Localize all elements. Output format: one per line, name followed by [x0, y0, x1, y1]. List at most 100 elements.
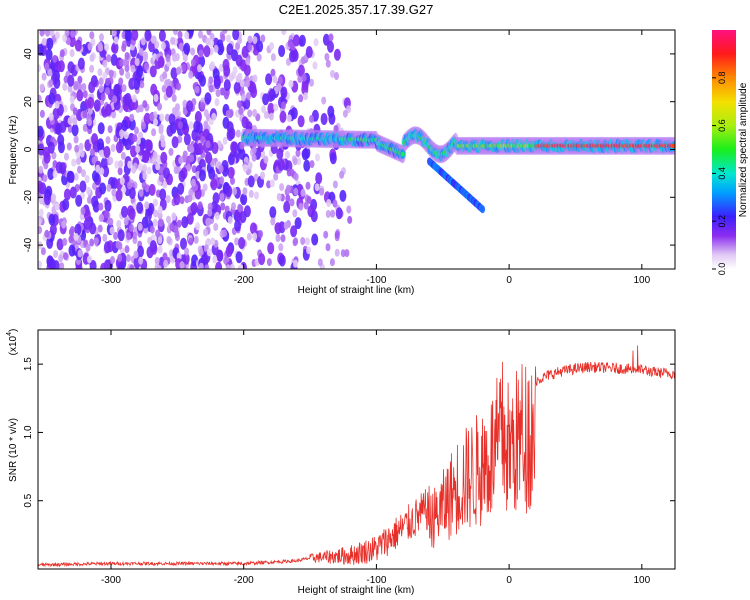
- spectrogram-cell: [206, 217, 212, 226]
- spectrogram-cell: [233, 81, 241, 94]
- spectrogram-cell: [158, 30, 166, 42]
- spectrogram-cell: [252, 232, 258, 241]
- spectrogram-cell: [97, 68, 103, 77]
- spectrogram-cell: [182, 252, 190, 265]
- snr-y-tick-label: 1.0: [23, 425, 34, 439]
- spectrogram-cell: [246, 232, 252, 241]
- spectrogram-cell: [311, 233, 319, 246]
- spectrogram-cell: [198, 248, 204, 257]
- spectrogram-cell: [77, 249, 83, 258]
- spectrogram-cell: [73, 172, 79, 181]
- spectrogram-x-tick-label: -300: [101, 275, 121, 286]
- spectrogram-cell: [103, 241, 111, 254]
- spectrogram-cell: [98, 77, 104, 86]
- spectrogram-cell: [157, 205, 163, 214]
- colorbar-ticks: 0.0 0.2 0.4 0.6 0.8: [712, 72, 727, 275]
- spectrogram-cell: [330, 69, 335, 78]
- spectrogram-cell: [306, 246, 312, 255]
- spectrogram-cell: [82, 90, 88, 99]
- spectrogram-cell: [180, 237, 187, 250]
- spectrogram-cell: [84, 175, 90, 183]
- spectrogram-cell: [213, 77, 221, 90]
- spectrogram-cell: [134, 58, 140, 66]
- spectrogram-cell: [102, 233, 108, 242]
- spectrogram-cell: [110, 256, 115, 264]
- spectrogram-cell: [160, 139, 166, 148]
- spectrogram-cell: [339, 170, 345, 179]
- spectrogram-cell: [143, 112, 151, 125]
- spectrogram-cell: [283, 201, 291, 213]
- spectrogram-cell: [97, 224, 103, 233]
- spectrogram-cell: [54, 202, 60, 211]
- spectrogram-cell: [245, 57, 251, 66]
- spectrogram-cell: [177, 121, 183, 129]
- spectrogram-cell: [157, 245, 163, 254]
- spectrogram-cell: [89, 222, 97, 235]
- spectrogram-cell: [194, 85, 200, 94]
- spectrogram-cell: [342, 109, 348, 118]
- spectrogram-cell: [74, 39, 82, 52]
- spectrogram-cell: [267, 242, 275, 255]
- spectrogram-cell: [197, 64, 202, 73]
- spectrogram-cell: [91, 195, 99, 208]
- spectrogram-cell: [42, 174, 48, 183]
- spectrogram-cell: [79, 180, 87, 193]
- spectrogram-cell: [203, 45, 211, 58]
- spectrogram-cell: [183, 42, 191, 55]
- spectrogram-cell: [229, 263, 235, 269]
- spectrogram-cell: [203, 120, 209, 129]
- spectrogram-cell: [122, 58, 128, 67]
- spectrogram-cell: [155, 229, 161, 238]
- spectrogram-cell: [165, 85, 173, 98]
- spectrogram-cell: [178, 156, 184, 165]
- spectrogram-cell: [237, 203, 243, 212]
- spectrogram-cell: [309, 114, 314, 123]
- spectrogram-cell: [332, 199, 338, 208]
- spectrogram-cell: [334, 248, 340, 257]
- spectrogram-cell: [291, 49, 299, 62]
- spectrogram-cell: [125, 254, 131, 263]
- spectrogram-cell: [120, 151, 126, 160]
- spectrogram-cell: [86, 186, 92, 195]
- spectrogram-cell: [87, 42, 93, 51]
- spectrogram-cell: [147, 202, 155, 215]
- spectrogram-cell: [225, 185, 233, 198]
- spectrogram-cell: [237, 36, 243, 45]
- spectrogram-cell: [179, 261, 185, 269]
- spectrogram-cell: [144, 139, 152, 152]
- spectrogram-cell: [323, 230, 329, 239]
- spectrogram-cell: [210, 178, 218, 191]
- spectrogram-cell: [38, 165, 44, 174]
- spectrogram-cell: [232, 187, 237, 196]
- spectrogram-cell: [106, 54, 112, 63]
- spectrogram-cell: [72, 117, 78, 126]
- snr-y-label: SNR (10 * v/v): [8, 418, 19, 482]
- spectrogram-x-label: Height of straight line (km): [298, 285, 415, 296]
- spectrogram-cell: [222, 136, 228, 145]
- spectrogram-cell: [118, 77, 124, 86]
- spectrogram-cell: [121, 119, 129, 132]
- spectrogram-cell: [76, 89, 84, 102]
- spectrogram-cell: [159, 188, 167, 201]
- spectrogram-cell: [249, 81, 257, 94]
- spectrogram-cell: [205, 140, 211, 149]
- spectrogram-cell: [40, 247, 46, 256]
- spectrogram-cell: [298, 34, 306, 47]
- spectrogram-cell: [328, 33, 334, 42]
- spectrogram-cell: [175, 103, 180, 112]
- spectrogram-cell: [223, 79, 231, 92]
- spectrogram-cell: [134, 126, 139, 135]
- spectrogram-cell: [279, 110, 287, 123]
- spectrogram-cell: [165, 195, 171, 203]
- spectrogram-cell: [269, 206, 277, 219]
- spectrogram-cell: [304, 237, 310, 246]
- spectrogram-cell: [149, 225, 155, 234]
- spectrogram-cell: [113, 36, 119, 45]
- spectrogram-x-tick-label: 100: [633, 275, 650, 286]
- spectrogram-cell: [74, 223, 82, 236]
- spectrogram-cell: [110, 144, 116, 152]
- spectrogram-cell: [187, 194, 193, 203]
- snr-x-label: Height of straight line (km): [298, 585, 415, 596]
- spectrogram-cell: [87, 96, 95, 109]
- spectrogram-cell: [98, 85, 104, 94]
